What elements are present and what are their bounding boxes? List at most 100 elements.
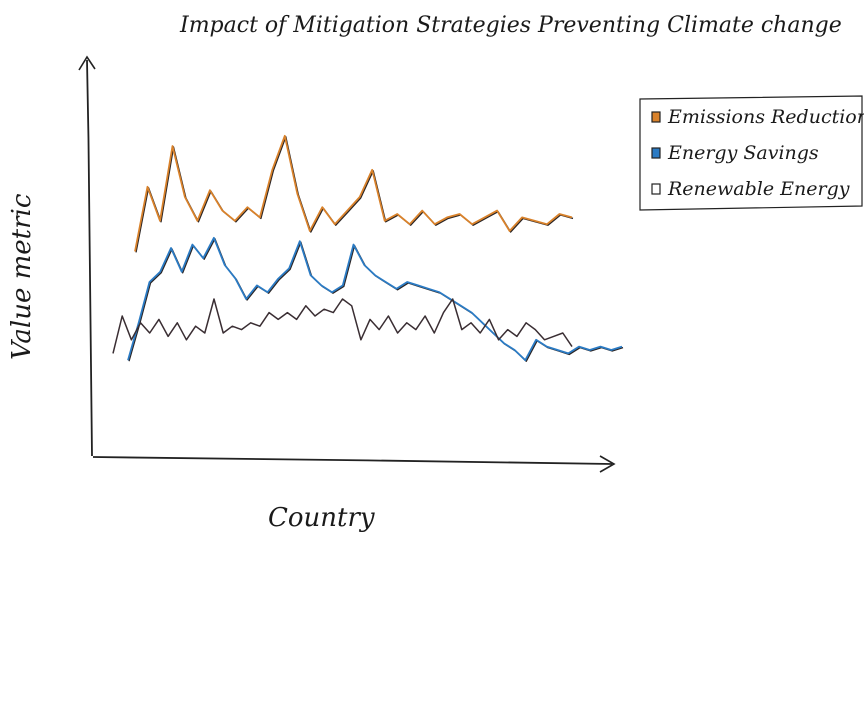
series-0-point-6	[209, 189, 211, 191]
series-0-point-22	[409, 223, 411, 225]
series-1-point-25	[396, 288, 398, 290]
series-2-point-16	[259, 325, 261, 327]
series-0-point-8	[234, 220, 236, 222]
series-0-point-27	[471, 223, 473, 225]
series-1-point-30	[449, 298, 451, 300]
series-0-point-21	[396, 213, 398, 215]
series-0-point-16	[334, 223, 336, 225]
series-0-point-10	[259, 216, 261, 218]
series-layer	[112, 134, 624, 362]
series-2-point-2	[130, 339, 132, 341]
series-2-point-8	[185, 339, 187, 341]
series-1-point-34	[492, 332, 494, 334]
series-1-point-3	[159, 271, 161, 273]
series-1-point-31	[460, 305, 462, 307]
series-2-point-18	[277, 318, 279, 320]
series-0-point-19	[371, 169, 373, 171]
series-2	[112, 298, 573, 354]
y-axis	[86, 59, 93, 457]
series-1-point-5	[181, 271, 183, 273]
series-1-point-39	[546, 346, 548, 348]
series-1-point-13	[267, 291, 269, 293]
series-0-point-7	[221, 210, 223, 212]
series-1-point-18	[320, 284, 322, 286]
series-2-point-37	[452, 298, 454, 300]
series-1-point-42	[578, 346, 580, 348]
series-0-point-29	[496, 210, 498, 212]
series-2-point-43	[507, 329, 509, 331]
series-2-point-44	[516, 335, 518, 337]
series-2-point-11	[213, 298, 215, 300]
series-2-point-26	[351, 305, 353, 307]
series-2-point-17	[268, 312, 270, 314]
series-2-point-12	[222, 332, 224, 334]
legend-items: Emissions Reduction Energy Savings Renewab…	[651, 106, 864, 200]
series-2-point-7	[176, 322, 178, 324]
legend-item-1: Energy Savings	[651, 142, 819, 164]
series-1-point-16	[299, 240, 301, 242]
series-0-point-34	[559, 213, 561, 215]
series-0-point-4	[184, 196, 186, 198]
series-0-point-28	[484, 216, 486, 218]
series-1-point-2	[149, 281, 151, 283]
series-line-0	[134, 134, 573, 252]
series-0-point-9	[246, 206, 248, 208]
series-2-point-50	[571, 346, 573, 348]
series-0	[134, 134, 574, 253]
series-2-point-9	[195, 325, 197, 327]
series-2-point-19	[286, 312, 288, 314]
series-0-point-15	[321, 206, 323, 208]
series-0-point-13	[296, 193, 298, 195]
series-2-point-40	[479, 332, 481, 334]
series-2-point-5	[158, 318, 160, 320]
series-0-point-5	[196, 220, 198, 222]
series-2-point-38	[461, 329, 463, 331]
series-2-point-29	[378, 329, 380, 331]
series-2-point-22	[314, 315, 316, 317]
series-1-point-45	[610, 349, 612, 351]
series-2-point-41	[488, 318, 490, 320]
series-1	[127, 236, 624, 362]
series-0-point-0	[134, 250, 136, 252]
series-2-point-6	[167, 335, 169, 337]
x-axis-arrow	[599, 455, 616, 473]
series-2-point-21	[305, 305, 307, 307]
series-1-point-15	[288, 267, 290, 269]
series-2-point-31	[397, 332, 399, 334]
legend-swatch-1	[651, 147, 661, 159]
series-2-point-34	[424, 315, 426, 317]
series-1-point-22	[363, 264, 365, 266]
chart-title: Impact of Mitigation Strategies Preventi…	[179, 13, 842, 38]
series-2-point-39	[470, 322, 472, 324]
series-2-point-4	[149, 332, 151, 334]
series-0-point-20	[384, 220, 386, 222]
series-2-point-23	[323, 308, 325, 310]
series-0-point-32	[534, 220, 536, 222]
series-1-point-35	[503, 342, 505, 344]
legend-swatch-0	[651, 111, 661, 123]
series-2-point-32	[406, 322, 408, 324]
series-0-point-31	[521, 216, 523, 218]
series-2-point-49	[562, 332, 564, 334]
series-1-point-43	[589, 349, 591, 351]
series-2-point-46	[534, 329, 536, 331]
series-1-point-36	[514, 349, 516, 351]
series-0-point-18	[359, 196, 361, 198]
series-0-point-25	[446, 216, 448, 218]
series-2-point-28	[369, 318, 371, 320]
y-axis-arrow	[78, 55, 96, 71]
series-2-point-1	[121, 315, 123, 317]
series-2-point-27	[360, 339, 362, 341]
series-2-point-3	[140, 322, 142, 324]
series-1-point-10	[234, 278, 236, 280]
series-1-point-41	[567, 352, 569, 354]
series-line-1	[127, 236, 623, 362]
series-1-point-23	[374, 274, 376, 276]
series-1-point-46	[621, 346, 623, 348]
series-1-point-44	[600, 346, 602, 348]
series-0-point-35	[571, 216, 573, 218]
series-1-point-28	[428, 288, 430, 290]
series-2-point-36	[443, 312, 445, 314]
